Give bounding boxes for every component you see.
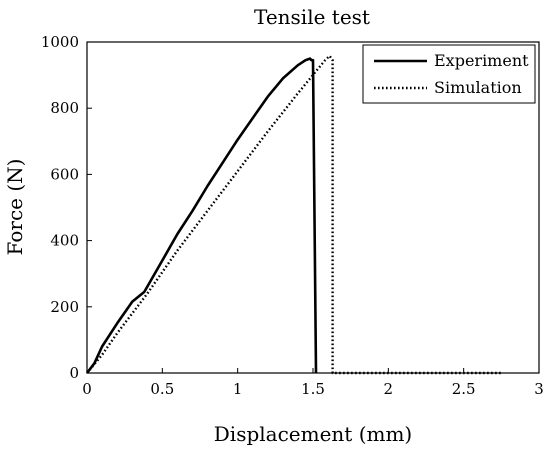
series-line-experiment [85, 57, 318, 374]
legend-label-simulation: Simulation [434, 78, 522, 97]
series-layer [85, 54, 502, 375]
y-axis-title: Force (N) [3, 159, 27, 256]
y-tick-label: 600 [50, 165, 79, 183]
x-tick-label: 2 [384, 380, 394, 398]
x-tick-label: 0 [82, 380, 92, 398]
legend: Experiment Simulation [362, 44, 536, 104]
y-tick-label: 800 [50, 99, 79, 117]
chart-title: Tensile test [254, 5, 370, 29]
x-tick-label: 2.5 [452, 380, 476, 398]
legend-label-experiment: Experiment [434, 51, 529, 70]
y-tick-label: 0 [69, 364, 79, 382]
axis-ticks: 0 0.5 1 1.5 2 2.5 3 0 200 400 600 800 1000 [41, 33, 544, 398]
y-tick-label: 1000 [41, 33, 79, 51]
y-tick-label: 200 [50, 298, 79, 316]
x-tick-label: 0.5 [150, 380, 174, 398]
x-axis-title: Displacement (mm) [214, 422, 412, 446]
x-tick-label: 1 [233, 380, 243, 398]
x-tick-label: 1.5 [301, 380, 325, 398]
legend-box [362, 44, 536, 104]
x-tick-label: 3 [534, 380, 544, 398]
y-tick-label: 400 [50, 232, 79, 250]
